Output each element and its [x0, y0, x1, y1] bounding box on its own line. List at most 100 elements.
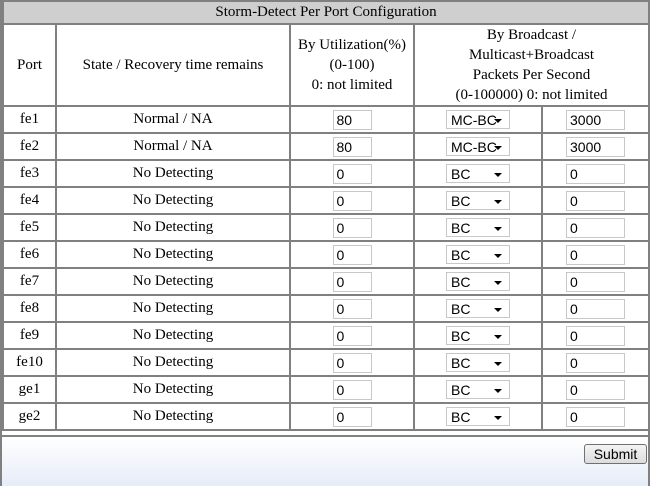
mode-value: BC	[451, 382, 471, 398]
pps-cell	[540, 213, 650, 242]
utilization-input[interactable]	[332, 352, 372, 373]
pps-cell	[540, 240, 650, 269]
submit-button[interactable]: Submit	[584, 444, 647, 464]
utilization-cell	[289, 348, 415, 377]
mode-value: BC	[451, 193, 471, 209]
utilization-input[interactable]	[332, 379, 372, 400]
pps-cell	[540, 294, 650, 323]
port-name: fe7	[2, 267, 57, 296]
pps-input[interactable]	[566, 163, 625, 184]
mode-select[interactable]: BC	[446, 353, 510, 372]
mode-select[interactable]: BC	[446, 245, 510, 264]
port-name: fe10	[2, 348, 57, 377]
port-state: No Detecting	[55, 213, 291, 242]
utilization-input[interactable]	[332, 298, 372, 319]
pps-input[interactable]	[566, 244, 625, 265]
pps-cell	[540, 105, 650, 134]
pps-input[interactable]	[566, 190, 625, 211]
mode-select[interactable]: BC	[446, 272, 510, 291]
mode-value: BC	[451, 409, 471, 425]
port-name: fe8	[2, 294, 57, 323]
port-state: No Detecting	[55, 321, 291, 350]
header-util-line: 0: not limited	[311, 77, 393, 93]
utilization-cell	[289, 294, 415, 323]
chevron-down-icon	[494, 254, 502, 258]
utilization-input[interactable]	[332, 109, 372, 130]
mode-value: BC	[451, 166, 471, 182]
port-state: No Detecting	[55, 267, 291, 296]
mode-value: BC	[451, 247, 471, 263]
mode-cell: BC	[413, 240, 543, 269]
pps-input[interactable]	[566, 379, 625, 400]
utilization-input[interactable]	[332, 217, 372, 238]
utilization-input[interactable]	[332, 163, 372, 184]
port-name: fe5	[2, 213, 57, 242]
pps-input[interactable]	[566, 298, 625, 319]
utilization-input[interactable]	[332, 136, 372, 157]
mode-value: MC-BC	[451, 112, 497, 128]
mode-cell: BC	[413, 294, 543, 323]
mode-select[interactable]: BC	[446, 191, 510, 210]
port-state: No Detecting	[55, 240, 291, 269]
pps-input[interactable]	[566, 271, 625, 292]
mode-select[interactable]: MC-BC	[446, 137, 510, 156]
port-name: fe6	[2, 240, 57, 269]
utilization-input[interactable]	[332, 406, 372, 427]
utilization-cell	[289, 213, 415, 242]
mode-select[interactable]: BC	[446, 326, 510, 345]
utilization-input[interactable]	[332, 271, 372, 292]
mode-select[interactable]: BC	[446, 218, 510, 237]
mode-cell: BC	[413, 348, 543, 377]
port-state: No Detecting	[55, 402, 291, 431]
mode-select[interactable]: BC	[446, 380, 510, 399]
mode-cell: BC	[413, 321, 543, 350]
port-name: fe3	[2, 159, 57, 188]
pps-input[interactable]	[566, 136, 625, 157]
utilization-input[interactable]	[332, 244, 372, 265]
chevron-down-icon	[494, 227, 502, 231]
pps-input[interactable]	[566, 325, 625, 346]
port-config-table: Storm-Detect Per Port Configuration Port…	[1, 2, 650, 431]
header-bc-line: (0-100000) 0: not limited	[455, 87, 608, 103]
mode-select[interactable]: MC-BC	[446, 110, 510, 129]
utilization-cell	[289, 132, 415, 161]
utilization-cell	[289, 321, 415, 350]
header-broadcast: By Broadcast / Multicast+Broadcast Packe…	[412, 23, 650, 107]
header-port: Port	[2, 23, 57, 107]
port-name: fe4	[2, 186, 57, 215]
utilization-cell	[289, 240, 415, 269]
port-state: No Detecting	[55, 294, 291, 323]
mode-select[interactable]: BC	[446, 407, 510, 426]
pps-input[interactable]	[566, 406, 625, 427]
pps-cell	[540, 132, 650, 161]
mode-cell: BC	[413, 159, 543, 188]
header-bc-line: By Broadcast /	[486, 27, 577, 43]
chevron-down-icon	[494, 281, 502, 285]
mode-cell: BC	[413, 186, 543, 215]
port-name: fe9	[2, 321, 57, 350]
utilization-input[interactable]	[332, 325, 372, 346]
mode-cell: MC-BC	[413, 105, 543, 134]
mode-select[interactable]: BC	[446, 164, 510, 183]
pps-input[interactable]	[566, 352, 625, 373]
port-state: Normal / NA	[55, 105, 291, 134]
chevron-down-icon	[494, 335, 502, 339]
mode-select[interactable]: BC	[446, 299, 510, 318]
utilization-input[interactable]	[332, 190, 372, 211]
header-util-line: (0-100)	[329, 57, 375, 73]
chevron-down-icon	[494, 173, 502, 177]
pps-input[interactable]	[566, 109, 625, 130]
pps-cell	[540, 348, 650, 377]
pps-input[interactable]	[566, 217, 625, 238]
port-name: ge2	[2, 402, 57, 431]
header-util-line: By Utilization(%)	[298, 37, 406, 53]
header-bc-line: Packets Per Second	[472, 67, 591, 83]
